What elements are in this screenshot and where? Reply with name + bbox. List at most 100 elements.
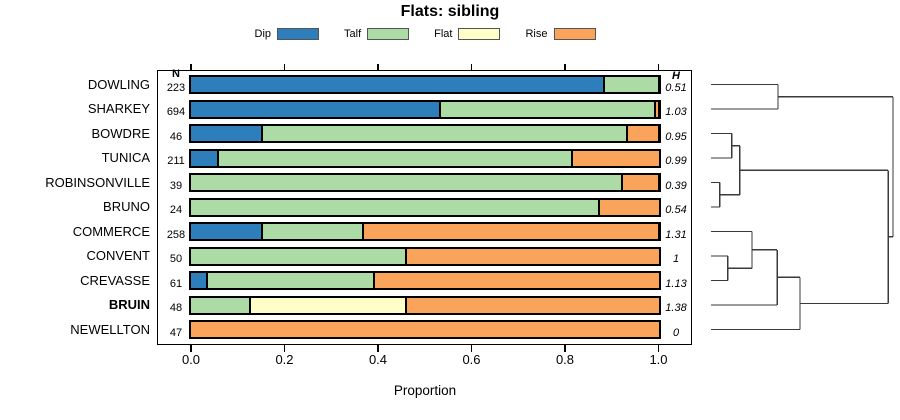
bar-segment-rise bbox=[407, 297, 659, 313]
h-value: 1.38 bbox=[665, 302, 687, 314]
bar-segment-rise bbox=[191, 322, 659, 337]
n-value: 50 bbox=[169, 253, 183, 265]
stacked-bar bbox=[189, 124, 661, 143]
dendrogram-lines bbox=[711, 83, 894, 331]
h-value: 1 bbox=[672, 253, 680, 265]
n-value: 39 bbox=[169, 179, 183, 192]
legend-item-rise: Rise bbox=[525, 27, 596, 40]
bar-segment-talf bbox=[191, 248, 406, 264]
stacked-bar bbox=[189, 148, 661, 168]
axis-tick-label: 0.0 bbox=[181, 352, 201, 367]
legend-item-dip: Dip bbox=[254, 27, 320, 40]
axis-tick bbox=[470, 63, 473, 70]
category-label: BRUIN bbox=[108, 297, 150, 312]
category-label: DOWLING bbox=[87, 76, 150, 92]
h-value: 0.51 bbox=[665, 81, 687, 94]
bar-segment-talf bbox=[191, 175, 621, 190]
legend-item-talf: Talf bbox=[344, 27, 410, 40]
h-column-header: H bbox=[672, 70, 680, 82]
category-label: CREVASSE bbox=[80, 272, 150, 288]
category-label: SHARKEY bbox=[87, 101, 150, 116]
stacked-bar bbox=[189, 197, 661, 217]
axis-tick bbox=[283, 63, 286, 70]
axis-tick-label: 0.4 bbox=[368, 352, 388, 367]
bar-segment-dip bbox=[191, 150, 218, 166]
bar-segment-talf bbox=[191, 297, 249, 313]
category-label: ROBINSONVILLE bbox=[45, 174, 150, 190]
axis-tick bbox=[377, 345, 379, 352]
legend-swatch bbox=[367, 27, 410, 40]
bar-segment-dip bbox=[191, 77, 603, 92]
axis-tick bbox=[377, 63, 379, 70]
stacked-bar bbox=[189, 295, 661, 315]
bar-segment-rise bbox=[363, 224, 659, 239]
bar-segment-rise bbox=[628, 126, 659, 141]
stacked-bar bbox=[189, 75, 661, 94]
legend-label: Dip bbox=[254, 27, 272, 40]
axis-tick bbox=[283, 345, 286, 352]
category-label: BRUNO bbox=[103, 199, 150, 214]
h-value: 0.54 bbox=[665, 204, 687, 216]
n-value: 46 bbox=[169, 130, 183, 143]
n-value: 258 bbox=[166, 228, 186, 241]
legend-label: Rise bbox=[525, 27, 548, 40]
axis-tick bbox=[564, 345, 566, 352]
category-label: COMMERCE bbox=[72, 223, 150, 239]
stacked-bar bbox=[189, 222, 661, 241]
bar-segment-talf bbox=[219, 150, 572, 166]
category-label: BOWDRE bbox=[91, 125, 151, 141]
n-value: 24 bbox=[169, 204, 183, 216]
legend-label: Flat bbox=[434, 27, 453, 40]
axis-tick-label: 0.2 bbox=[275, 352, 294, 367]
stacked-bar bbox=[189, 271, 661, 290]
n-value: 211 bbox=[167, 155, 185, 167]
plot-area-frame bbox=[157, 70, 692, 345]
legend-label: Talf bbox=[344, 27, 362, 40]
legend-swatch bbox=[553, 27, 596, 40]
axis-tick bbox=[657, 345, 660, 352]
stacked-bar bbox=[189, 173, 661, 192]
category-label: CONVENT bbox=[86, 248, 150, 263]
bar-segment-rise bbox=[407, 248, 659, 264]
bar-segment-talf bbox=[262, 224, 362, 239]
axis-tick bbox=[470, 345, 473, 352]
axis-tick bbox=[190, 345, 192, 352]
bar-segment-flat bbox=[250, 297, 406, 313]
bar-segment-dip bbox=[191, 126, 262, 141]
n-column-header: N bbox=[172, 68, 180, 80]
bar-segment-rise bbox=[375, 273, 659, 288]
bar-segment-rise bbox=[622, 175, 659, 190]
stacked-bar bbox=[189, 99, 661, 119]
bar-segment-talf bbox=[440, 101, 655, 117]
n-value: 61 bbox=[169, 277, 183, 290]
h-value: 0 bbox=[672, 326, 680, 339]
bar-segment-talf bbox=[263, 126, 627, 141]
axis-tick-label: 0.8 bbox=[555, 352, 575, 367]
legend: Dip Talf Flat Rise bbox=[0, 25, 850, 42]
stacked-bar bbox=[189, 320, 661, 339]
x-axis-title: Proportion bbox=[393, 383, 457, 398]
bar-segment-talf bbox=[191, 199, 599, 215]
axis-tick bbox=[190, 63, 192, 70]
bar-segment-talf bbox=[604, 77, 659, 92]
bar-segment-dip bbox=[191, 101, 439, 117]
chart-title: Flats: sibling bbox=[400, 3, 500, 20]
bar-segment-dip bbox=[191, 224, 261, 239]
h-value: 0.95 bbox=[665, 130, 687, 143]
n-value: 694 bbox=[166, 106, 186, 118]
axis-tick-label: 0.6 bbox=[462, 352, 481, 367]
axis-tick-label: 1.0 bbox=[649, 352, 668, 367]
category-label: NEWELLTON bbox=[70, 321, 150, 337]
axis-tick bbox=[657, 63, 660, 70]
legend-swatch bbox=[277, 27, 320, 40]
bar-segment-rise bbox=[573, 150, 659, 166]
h-value: 1.31 bbox=[665, 228, 687, 241]
h-value: 1.13 bbox=[665, 277, 687, 290]
bar-segment-talf bbox=[208, 273, 374, 288]
legend-item-flat: Flat bbox=[434, 27, 501, 40]
h-value: 0.39 bbox=[665, 179, 687, 192]
h-value: 0.99 bbox=[665, 155, 687, 167]
n-value: 48 bbox=[169, 302, 183, 314]
bar-segment-rise bbox=[600, 199, 659, 215]
